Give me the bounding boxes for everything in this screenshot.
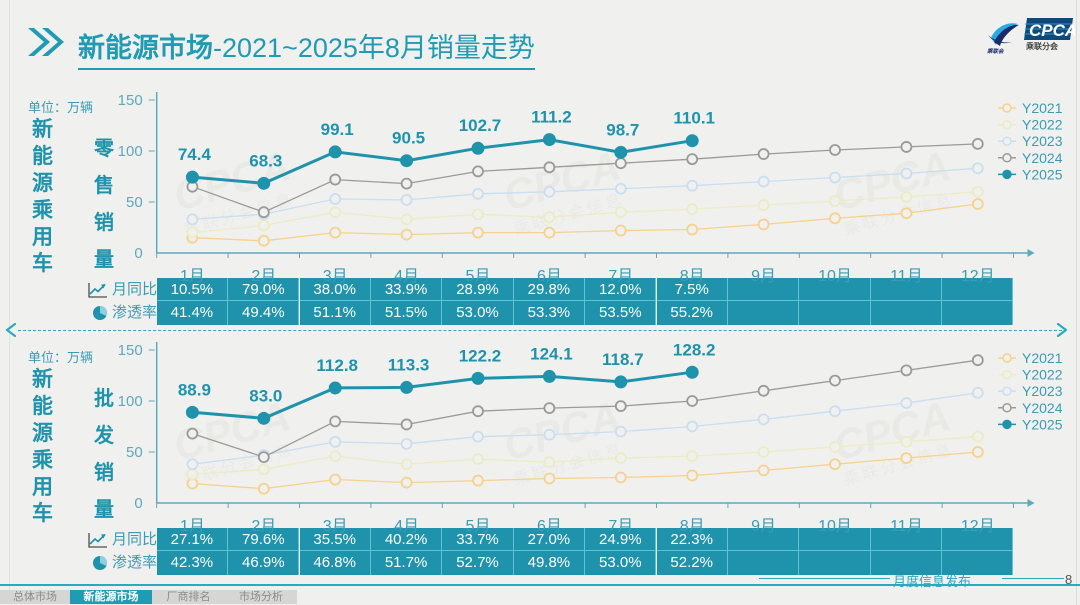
svg-text:100: 100 [118, 393, 143, 410]
svg-text:10月: 10月 [818, 518, 852, 535]
svg-text:1月: 1月 [180, 518, 205, 535]
svg-text:83.0: 83.0 [249, 386, 282, 405]
svg-text:124.1: 124.1 [530, 344, 573, 363]
svg-text:CPCA: CPCA [1029, 21, 1075, 40]
svg-text:9月: 9月 [751, 518, 776, 535]
svg-text:10月: 10月 [818, 268, 852, 285]
svg-text:4月: 4月 [394, 268, 419, 285]
svg-text:5月: 5月 [466, 268, 491, 285]
svg-text:110.1: 110.1 [673, 109, 715, 128]
svg-text:6月: 6月 [537, 518, 562, 535]
svg-text:4月: 4月 [394, 518, 419, 535]
svg-text:乘联分会: 乘联分会 [1025, 41, 1058, 51]
svg-text:乘联会: 乘联会 [987, 48, 1005, 55]
svg-text:1月: 1月 [180, 268, 205, 285]
svg-text:12月: 12月 [961, 518, 995, 535]
svg-text:102.7: 102.7 [459, 116, 502, 135]
svg-text:98.7: 98.7 [606, 120, 639, 139]
svg-text:150: 150 [118, 342, 143, 359]
svg-text:0: 0 [134, 495, 142, 512]
svg-text:50: 50 [126, 194, 143, 211]
svg-text:111.2: 111.2 [531, 108, 572, 127]
svg-text:11月: 11月 [890, 268, 923, 285]
svg-text:88.9: 88.9 [178, 380, 211, 399]
svg-text:11月: 11月 [890, 518, 923, 535]
svg-text:0: 0 [134, 245, 142, 262]
svg-text:118.7: 118.7 [602, 350, 644, 369]
svg-text:2月: 2月 [251, 268, 276, 285]
svg-text:5月: 5月 [466, 518, 491, 535]
svg-text:122.2: 122.2 [459, 346, 502, 365]
svg-text:2月: 2月 [251, 518, 276, 535]
svg-text:7月: 7月 [608, 518, 633, 535]
svg-text:128.2: 128.2 [673, 342, 716, 359]
svg-text:8月: 8月 [680, 518, 705, 535]
svg-text:100: 100 [118, 143, 143, 160]
svg-text:3月: 3月 [323, 268, 348, 285]
svg-text:90.5: 90.5 [392, 129, 425, 148]
svg-text:7月: 7月 [608, 268, 633, 285]
svg-text:6月: 6月 [537, 268, 562, 285]
svg-text:74.4: 74.4 [178, 145, 212, 164]
svg-text:68.3: 68.3 [249, 151, 282, 170]
svg-text:12月: 12月 [961, 268, 995, 285]
svg-text:113.3: 113.3 [388, 355, 430, 374]
svg-text:150: 150 [118, 92, 143, 109]
svg-text:8月: 8月 [680, 268, 705, 285]
svg-text:50: 50 [126, 444, 143, 461]
svg-text:3月: 3月 [323, 518, 348, 535]
svg-text:99.1: 99.1 [321, 120, 354, 139]
svg-text:9月: 9月 [751, 268, 776, 285]
svg-text:112.8: 112.8 [316, 356, 358, 375]
